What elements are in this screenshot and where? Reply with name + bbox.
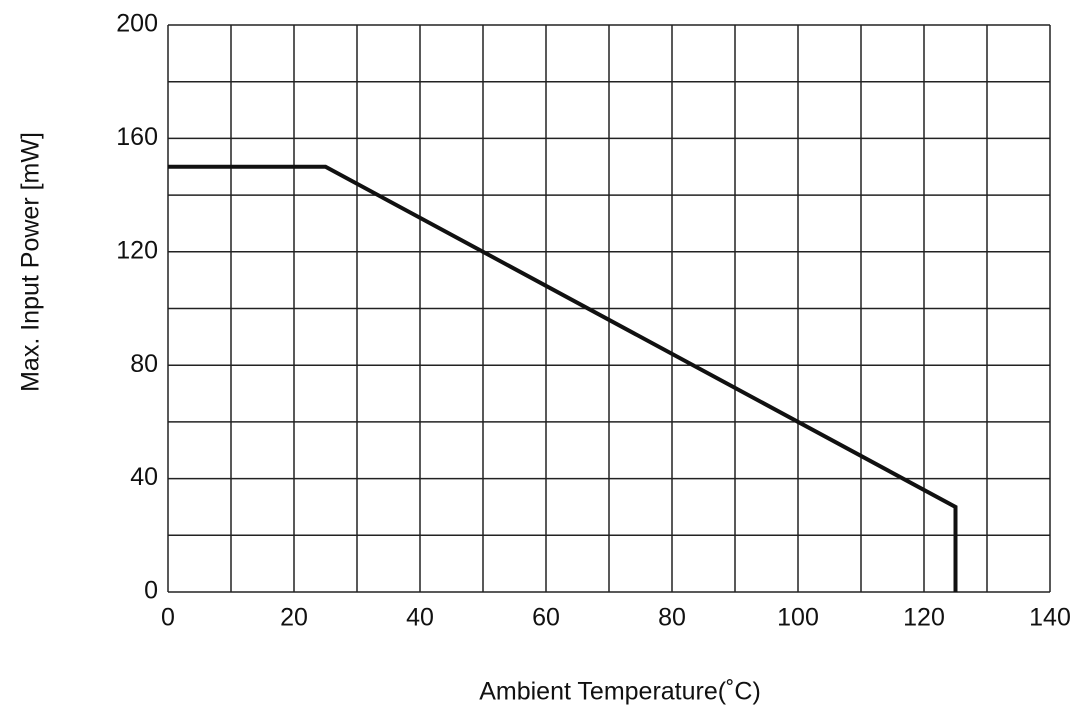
x-tick-label: 120 bbox=[903, 604, 945, 632]
y-tick-label: 200 bbox=[116, 10, 158, 38]
x-tick-label: 80 bbox=[658, 604, 686, 632]
x-tick-label: 20 bbox=[280, 604, 308, 632]
x-tick-label: 140 bbox=[1029, 604, 1071, 632]
x-axis-label: Ambient Temperature(˚C) bbox=[479, 678, 761, 706]
y-tick-label: 120 bbox=[116, 236, 158, 264]
x-tick-label: 0 bbox=[161, 604, 175, 632]
x-tick-label: 40 bbox=[406, 604, 434, 632]
y-tick-label: 0 bbox=[144, 577, 158, 605]
y-tick-label: 160 bbox=[116, 123, 158, 151]
x-tick-label: 100 bbox=[777, 604, 819, 632]
y-axis-label: Max. Input Power [mW] bbox=[17, 132, 45, 392]
y-tick-label: 40 bbox=[130, 463, 158, 491]
x-tick-label: 60 bbox=[532, 604, 560, 632]
data-line bbox=[168, 164, 958, 592]
y-tick-label: 80 bbox=[130, 350, 158, 378]
